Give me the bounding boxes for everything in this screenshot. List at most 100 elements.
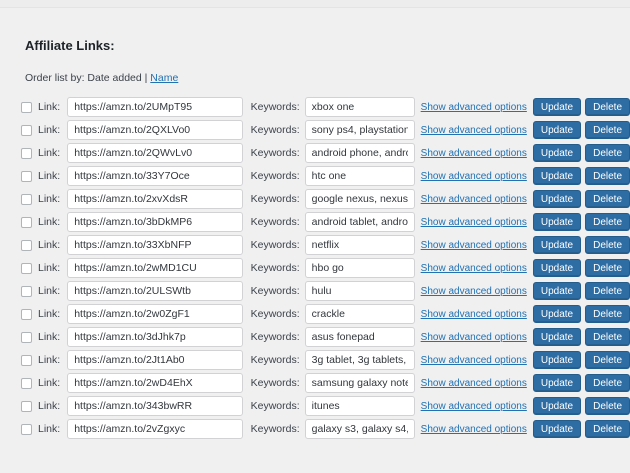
keywords-input[interactable] — [304, 281, 415, 301]
keywords-label: Keywords: — [250, 400, 300, 412]
affiliate-link-row: Link: Keywords: Show advanced options Up… — [21, 350, 630, 370]
keywords-input[interactable] — [304, 304, 415, 324]
update-button[interactable]: Update — [532, 213, 582, 231]
keywords-label: Keywords: — [250, 354, 300, 366]
show-advanced-options-link[interactable]: Show advanced options — [420, 147, 527, 159]
keywords-label: Keywords: — [250, 101, 300, 113]
row-checkbox[interactable] — [21, 216, 32, 228]
link-url-input[interactable] — [67, 350, 243, 370]
show-advanced-options-link[interactable]: Show advanced options — [420, 101, 527, 113]
update-button[interactable]: Update — [532, 328, 582, 346]
row-checkbox[interactable] — [21, 170, 32, 182]
link-url-input[interactable] — [67, 97, 243, 117]
link-url-input[interactable] — [67, 304, 243, 324]
link-url-input[interactable] — [67, 166, 243, 186]
show-advanced-options-link[interactable]: Show advanced options — [420, 285, 527, 297]
link-url-input[interactable] — [67, 212, 243, 232]
keywords-input[interactable] — [304, 189, 415, 209]
keywords-input[interactable] — [304, 212, 415, 232]
link-url-input[interactable] — [67, 189, 243, 209]
keywords-input[interactable] — [304, 97, 415, 117]
show-advanced-options-link[interactable]: Show advanced options — [420, 170, 527, 182]
update-button[interactable]: Update — [532, 236, 582, 254]
page-title: Affiliate Links: — [25, 38, 115, 53]
keywords-input[interactable] — [304, 143, 415, 163]
row-checkbox[interactable] — [21, 147, 32, 159]
delete-button[interactable]: Delete — [585, 98, 630, 116]
delete-button[interactable]: Delete — [585, 236, 630, 254]
delete-button[interactable]: Delete — [585, 328, 630, 346]
show-advanced-options-link[interactable]: Show advanced options — [420, 423, 527, 435]
row-checkbox[interactable] — [21, 423, 32, 435]
keywords-input[interactable] — [304, 373, 415, 393]
update-button[interactable]: Update — [532, 121, 582, 139]
link-url-input[interactable] — [67, 258, 243, 278]
delete-button[interactable]: Delete — [585, 144, 630, 162]
delete-button[interactable]: Delete — [585, 259, 630, 277]
show-advanced-options-link[interactable]: Show advanced options — [420, 216, 527, 228]
update-button[interactable]: Update — [532, 167, 582, 185]
show-advanced-options-link[interactable]: Show advanced options — [420, 308, 527, 320]
keywords-input[interactable] — [304, 166, 415, 186]
order-by-name-link[interactable]: Name — [150, 72, 179, 84]
update-button[interactable]: Update — [532, 282, 582, 300]
row-checkbox[interactable] — [21, 400, 32, 412]
keywords-input[interactable] — [304, 350, 415, 370]
show-advanced-options-link[interactable]: Show advanced options — [420, 377, 527, 389]
row-checkbox[interactable] — [21, 239, 32, 251]
row-checkbox[interactable] — [21, 193, 32, 205]
keywords-input[interactable] — [304, 258, 415, 278]
show-advanced-options-link[interactable]: Show advanced options — [420, 239, 527, 251]
show-advanced-options-link[interactable]: Show advanced options — [420, 193, 527, 205]
link-url-input[interactable] — [67, 373, 243, 393]
row-checkbox[interactable] — [21, 377, 32, 389]
show-advanced-options-link[interactable]: Show advanced options — [420, 124, 527, 136]
update-button[interactable]: Update — [532, 420, 582, 438]
show-advanced-options-link[interactable]: Show advanced options — [420, 331, 527, 343]
update-button[interactable]: Update — [532, 305, 582, 323]
link-url-input[interactable] — [67, 235, 243, 255]
update-button[interactable]: Update — [532, 397, 582, 415]
show-advanced-options-link[interactable]: Show advanced options — [420, 262, 527, 274]
link-label: Link: — [38, 331, 61, 343]
delete-button[interactable]: Delete — [585, 397, 630, 415]
keywords-input[interactable] — [304, 396, 415, 416]
keywords-label: Keywords: — [250, 285, 300, 297]
row-checkbox[interactable] — [21, 331, 32, 343]
update-button[interactable]: Update — [532, 374, 582, 392]
delete-button[interactable]: Delete — [585, 121, 630, 139]
show-advanced-options-link[interactable]: Show advanced options — [420, 354, 527, 366]
keywords-input[interactable] — [304, 120, 415, 140]
link-url-input[interactable] — [67, 419, 243, 439]
update-button[interactable]: Update — [532, 98, 582, 116]
link-url-input[interactable] — [67, 143, 243, 163]
row-checkbox[interactable] — [21, 262, 32, 274]
delete-button[interactable]: Delete — [585, 351, 630, 369]
link-url-input[interactable] — [67, 120, 243, 140]
delete-button[interactable]: Delete — [585, 167, 630, 185]
row-checkbox[interactable] — [21, 285, 32, 297]
delete-button[interactable]: Delete — [585, 374, 630, 392]
link-url-input[interactable] — [67, 396, 243, 416]
keywords-input[interactable] — [304, 419, 415, 439]
update-button[interactable]: Update — [532, 190, 582, 208]
row-checkbox[interactable] — [21, 354, 32, 366]
delete-button[interactable]: Delete — [585, 420, 630, 438]
update-button[interactable]: Update — [532, 259, 582, 277]
link-url-input[interactable] — [67, 281, 243, 301]
keywords-input[interactable] — [304, 235, 415, 255]
delete-button[interactable]: Delete — [585, 190, 630, 208]
show-advanced-options-link[interactable]: Show advanced options — [420, 400, 527, 412]
update-button[interactable]: Update — [532, 144, 582, 162]
keywords-label: Keywords: — [250, 423, 300, 435]
link-url-input[interactable] — [67, 327, 243, 347]
delete-button[interactable]: Delete — [585, 213, 630, 231]
link-label: Link: — [38, 423, 61, 435]
delete-button[interactable]: Delete — [585, 282, 630, 300]
row-checkbox[interactable] — [21, 124, 32, 136]
row-checkbox[interactable] — [21, 101, 32, 113]
update-button[interactable]: Update — [532, 351, 582, 369]
delete-button[interactable]: Delete — [585, 305, 630, 323]
keywords-input[interactable] — [304, 327, 415, 347]
row-checkbox[interactable] — [21, 308, 32, 320]
